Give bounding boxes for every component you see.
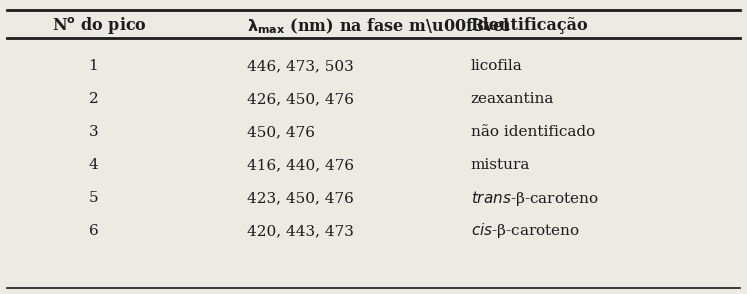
- Text: $\mathbf{\lambda}_{\mathbf{max}}$ (nm) na fase m\u00f3vel: $\mathbf{\lambda}_{\mathbf{max}}$ (nm) n…: [247, 16, 510, 36]
- Text: 450, 476: 450, 476: [247, 125, 314, 139]
- Text: 416, 440, 476: 416, 440, 476: [247, 158, 353, 172]
- Text: 5: 5: [89, 191, 98, 205]
- Text: não identificado: não identificado: [471, 125, 595, 139]
- Text: $\mathit{trans}$-β-caroteno: $\mathit{trans}$-β-caroteno: [471, 188, 598, 208]
- Text: 446, 473, 503: 446, 473, 503: [247, 59, 353, 73]
- Text: $\mathit{cis}$-β-caroteno: $\mathit{cis}$-β-caroteno: [471, 221, 580, 240]
- Text: 2: 2: [88, 92, 99, 106]
- Text: mistura: mistura: [471, 158, 530, 172]
- Text: zeaxantina: zeaxantina: [471, 92, 554, 106]
- Text: N$^\mathbf{o}$ do pico: N$^\mathbf{o}$ do pico: [52, 16, 147, 36]
- Text: 1: 1: [88, 59, 99, 73]
- Text: 423, 450, 476: 423, 450, 476: [247, 191, 353, 205]
- Text: 420, 443, 473: 420, 443, 473: [247, 224, 353, 238]
- Text: licofila: licofila: [471, 59, 522, 73]
- Text: 4: 4: [88, 158, 99, 172]
- Text: Identificação: Identificação: [471, 18, 588, 34]
- Text: 3: 3: [89, 125, 98, 139]
- Text: 6: 6: [88, 224, 99, 238]
- Text: 426, 450, 476: 426, 450, 476: [247, 92, 353, 106]
